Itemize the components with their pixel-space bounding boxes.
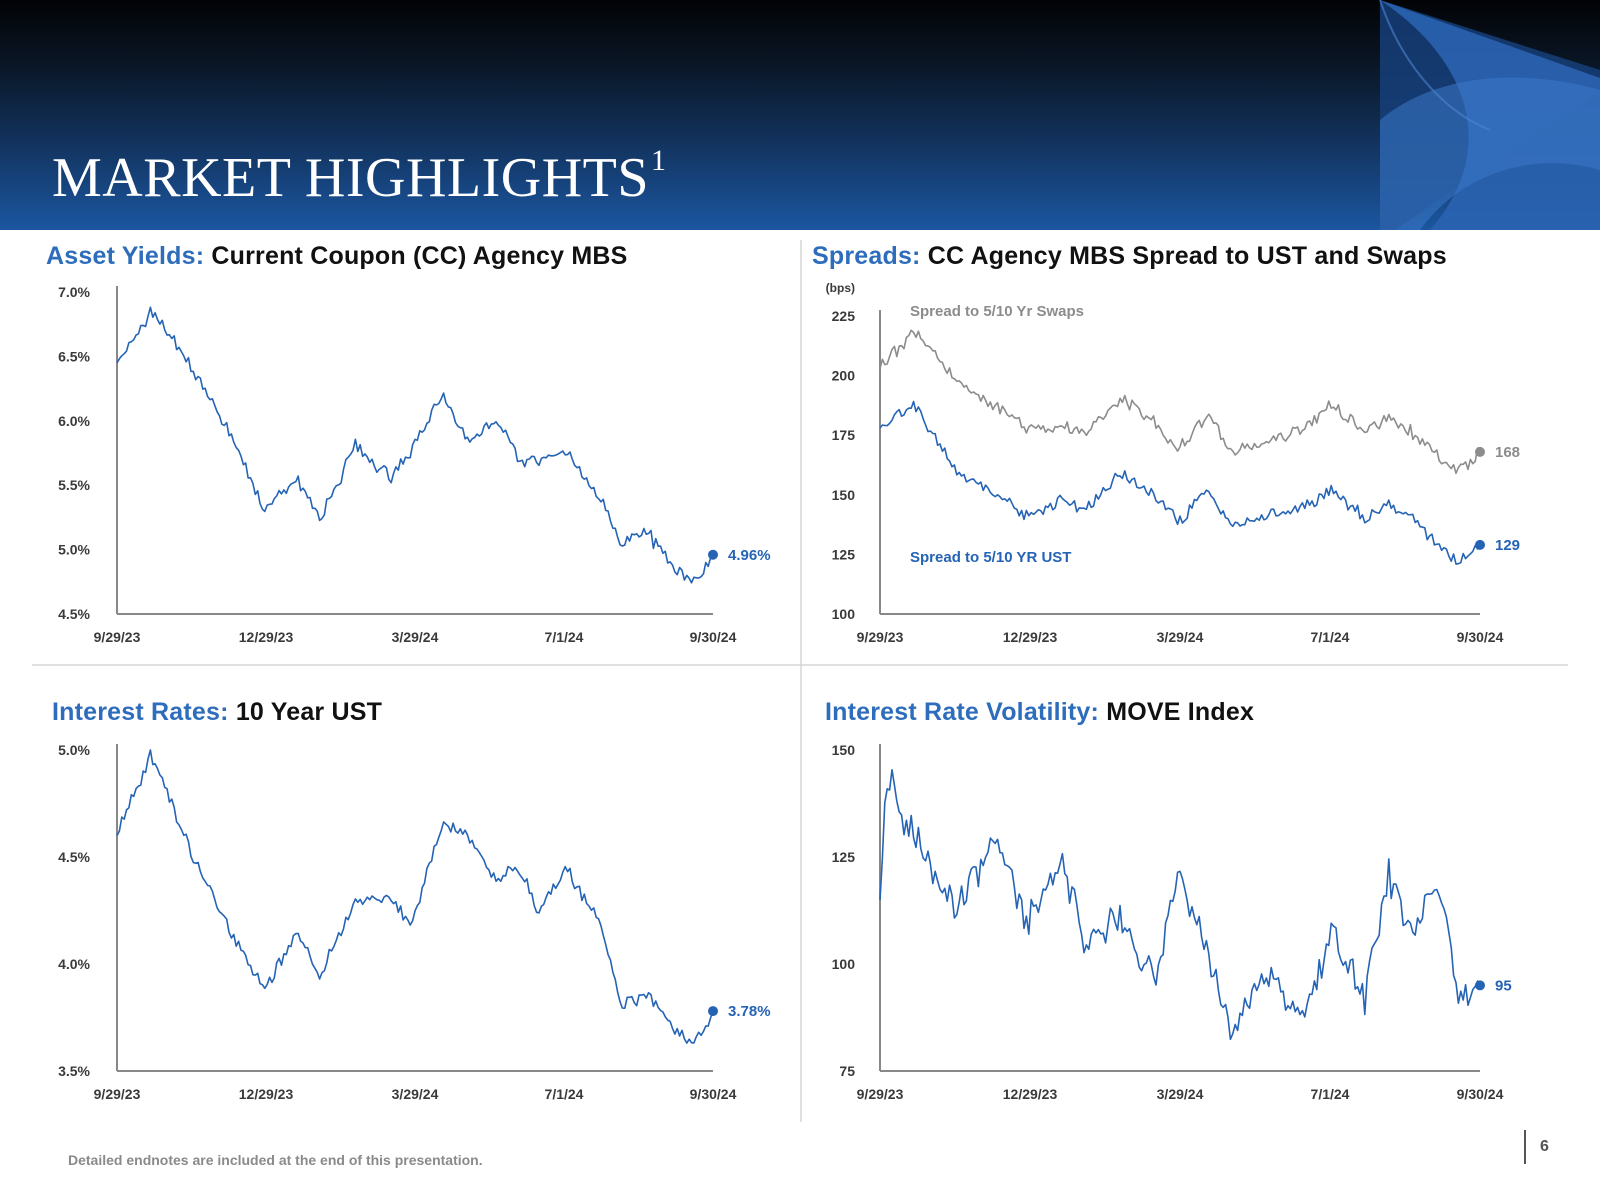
spreads-end-marker-1 xyxy=(1475,539,1485,550)
y-tick-label: 75 xyxy=(839,1063,855,1079)
y-tick-label: 200 xyxy=(832,368,856,384)
asset-yields-title: Asset Yields: Current Coupon (CC) Agency… xyxy=(46,242,628,271)
y-tick-label: 5.0% xyxy=(58,542,90,558)
x-tick-label: 9/29/23 xyxy=(94,629,141,645)
y-tick-label: 125 xyxy=(832,849,856,865)
spreads-series-name-1: Spread to 5/10 YR UST xyxy=(910,549,1071,566)
y-tick-label: 150 xyxy=(832,742,856,758)
x-tick-label: 9/29/23 xyxy=(857,1086,904,1102)
spreads-title: Spreads: CC Agency MBS Spread to UST and… xyxy=(812,242,1447,271)
y-tick-label: 100 xyxy=(832,606,856,622)
asset_yields-end-marker-0 xyxy=(708,549,718,560)
y-tick-label: 150 xyxy=(832,487,856,503)
page-title-text: MARKET HIGHLIGHTS xyxy=(52,147,649,209)
x-tick-label: 7/1/24 xyxy=(1311,629,1350,645)
spreads-series-name-0: Spread to 5/10 Yr Swaps xyxy=(910,303,1084,320)
y-tick-label: 225 xyxy=(832,308,856,324)
volatility-chart: 75 100 125 150 9/29/23 12/29/23 3/29/24 7/1/24 9… xyxy=(832,742,1512,1102)
y-tick-label: 4.5% xyxy=(58,849,90,865)
y-tick-label: 5.5% xyxy=(58,477,90,493)
y-tick-label: 175 xyxy=(832,427,856,443)
volatility-end-marker-0 xyxy=(1475,980,1485,991)
x-tick-label: 12/29/23 xyxy=(239,629,294,645)
brand-swoosh-graphic xyxy=(1379,0,1600,230)
x-tick-label: 7/1/24 xyxy=(1311,1086,1350,1102)
y-tick-label: 4.0% xyxy=(58,956,90,972)
x-tick-label: 9/30/24 xyxy=(690,1086,737,1102)
volatility-title-lead: Interest Rate Volatility: xyxy=(825,698,1100,726)
x-tick-label: 9/29/23 xyxy=(94,1086,141,1102)
asset-yields-title-lead: Asset Yields: xyxy=(46,242,205,270)
spreads-end-value-label-1: 129 xyxy=(1495,537,1520,554)
interest_rates-end-value-label-0: 3.78% xyxy=(728,1003,771,1020)
volatility-title: Interest Rate Volatility: MOVE Index xyxy=(825,698,1254,727)
volatility-series-line-0 xyxy=(879,769,1481,1041)
asset_yields-end-value-label-0: 4.96% xyxy=(728,547,771,564)
x-tick-label: 9/30/24 xyxy=(1457,1086,1504,1102)
y-tick-label: 6.0% xyxy=(58,413,90,429)
x-tick-label: 12/29/23 xyxy=(1003,1086,1058,1102)
x-tick-label: 3/29/24 xyxy=(392,629,439,645)
spreads-title-lead: Spreads: xyxy=(812,242,921,270)
page-number-divider xyxy=(1524,1130,1526,1164)
volatility-title-rest: MOVE Index xyxy=(1106,698,1255,726)
footnote: Detailed endnotes are included at the en… xyxy=(68,1152,483,1168)
y-tick-label: 125 xyxy=(832,546,856,562)
interest_rates-end-marker-0 xyxy=(708,1006,718,1017)
x-tick-label: 7/1/24 xyxy=(545,629,584,645)
page-title-superscript: 1 xyxy=(651,144,667,177)
y-tick-label: 4.5% xyxy=(58,606,90,622)
x-tick-label: 9/30/24 xyxy=(1457,629,1504,645)
x-tick-label: 3/29/24 xyxy=(1157,1086,1204,1102)
x-tick-label: 9/29/23 xyxy=(857,629,904,645)
page-title: MARKET HIGHLIGHTS1 xyxy=(52,146,667,209)
y-axis-unit-label: (bps) xyxy=(826,281,855,295)
asset_yields-series-line-0 xyxy=(116,306,714,584)
header-banner: MARKET HIGHLIGHTS1 xyxy=(0,0,1600,230)
spreads-title-rest: CC Agency MBS Spread to UST and Swaps xyxy=(927,242,1447,270)
spreads-end-value-label-0: 168 xyxy=(1495,444,1520,461)
y-tick-label: 5.0% xyxy=(58,742,90,758)
interest-rates-title-rest: 10 Year UST xyxy=(235,698,383,726)
spreads-end-marker-0 xyxy=(1475,446,1485,457)
spreads-series-line-1 xyxy=(879,400,1481,565)
x-tick-label: 7/1/24 xyxy=(545,1086,584,1102)
y-tick-label: 3.5% xyxy=(58,1063,90,1079)
x-tick-label: 3/29/24 xyxy=(392,1086,439,1102)
interest_rates-series-line-0 xyxy=(116,749,714,1044)
spreads-chart: 100 125 150 175 200 225 (bps) 9/29/23 12/29/23 3/… xyxy=(826,281,1520,645)
x-tick-label: 9/30/24 xyxy=(690,629,737,645)
x-tick-label: 3/29/24 xyxy=(1157,629,1204,645)
interest-rates-title-lead: Interest Rates: xyxy=(52,698,229,726)
asset-yields-chart: 4.5% 5.0% 5.5% 6.0% 6.5% 7.0% 9/29/23 12/29/23 3… xyxy=(58,284,770,645)
y-tick-label: 100 xyxy=(832,956,856,972)
volatility-end-value-label-0: 95 xyxy=(1495,977,1512,994)
x-tick-label: 12/29/23 xyxy=(239,1086,294,1102)
interest-rates-chart: 3.5% 4.0% 4.5% 5.0% 9/29/23 12/29/23 3/29/24 7/… xyxy=(58,742,770,1102)
y-tick-label: 7.0% xyxy=(58,284,90,300)
interest-rates-title: Interest Rates: 10 Year UST xyxy=(52,698,382,727)
asset-yields-title-rest: Current Coupon (CC) Agency MBS xyxy=(211,242,628,270)
page-number: 6 xyxy=(1540,1138,1549,1155)
x-tick-label: 12/29/23 xyxy=(1003,629,1058,645)
spreads-series-line-0 xyxy=(879,329,1481,475)
y-tick-label: 6.5% xyxy=(58,348,90,364)
